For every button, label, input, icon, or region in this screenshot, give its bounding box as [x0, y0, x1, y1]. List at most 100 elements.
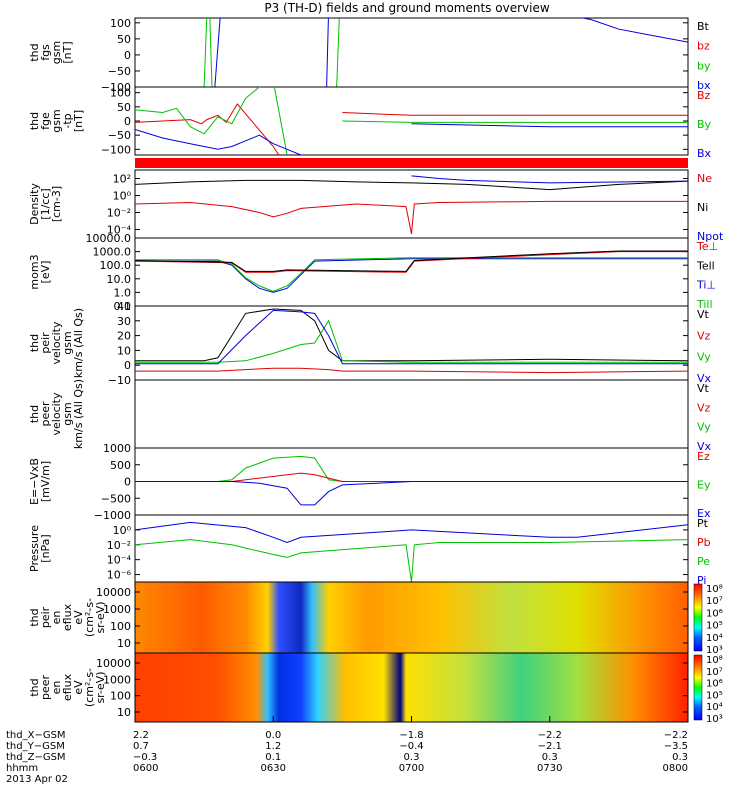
y-tick-label: −10: [108, 374, 131, 387]
x-row-label: thd_Z−GSM: [6, 752, 66, 763]
panel-9: 10⁸10⁷10⁶10⁵10⁴10³10000100010010thdpeire…: [28, 581, 723, 656]
x-tick-label: 0.0: [265, 730, 281, 741]
y-tick-label: 10⁰: [113, 190, 132, 203]
x-tick-label: −1.8: [399, 730, 423, 741]
panel-frame: [134, 169, 689, 239]
legend-entry: Ti⊥: [696, 279, 716, 292]
y-axis-label-line: thd: [28, 43, 41, 61]
y-tick-label: 10.0: [107, 273, 132, 286]
y-tick-label: −50: [108, 129, 131, 142]
series-Ex: [135, 481, 688, 506]
series-Pi: [135, 521, 688, 544]
red-band: [135, 158, 688, 168]
colorbar-tick: 10⁷: [706, 596, 723, 607]
y-tick-label: 100: [110, 17, 131, 30]
y-tick-label: 10⁻⁴: [107, 554, 132, 567]
y-tick-label: 10⁻²: [107, 539, 131, 552]
y-axis-label-line: [nT]: [61, 41, 74, 63]
colorbar-tick: 10⁴: [706, 702, 723, 713]
legend-entry: Npot: [697, 230, 724, 243]
x-tick-label: 0800: [663, 763, 688, 774]
y-axis-label: E=−VxB[mV/m]: [28, 458, 52, 505]
y-tick-label: 0.1: [114, 300, 132, 313]
y-axis-label-line: en: [50, 611, 63, 625]
colorbar-tick: 10⁸: [706, 584, 723, 595]
legend-entry: Pi: [697, 574, 706, 587]
y-axis-label-line: gsm: [61, 331, 74, 354]
legend-entry: Vy: [697, 351, 711, 364]
y-tick-label: 10000: [96, 586, 131, 599]
x-tick-label: 2.2: [133, 730, 149, 741]
legend-entry: by: [697, 59, 711, 72]
colorbar-tick: 10⁶: [706, 679, 723, 690]
x-tick-label: 0.3: [672, 752, 688, 763]
y-tick-label: 10: [117, 706, 131, 719]
y-axis-label-line: peir: [39, 332, 52, 354]
y-axis-label-line: mom3: [28, 254, 41, 289]
colorbar: [693, 654, 703, 721]
x-tick-label: 0.1: [265, 752, 281, 763]
x-axis: thd_X−GSM 2.2 0.0 −1.8 −2.2 −2.2 thd_Y−GSM 0.7 1…: [6, 716, 689, 785]
y-axis-label-line: thd: [28, 112, 41, 130]
y-tick-label: 10⁻⁴: [107, 224, 132, 237]
series-bx: [214, 18, 688, 87]
y-tick-label: 10000: [96, 657, 131, 670]
y-tick-label: −50: [108, 65, 131, 78]
series-group: [135, 521, 688, 582]
x-tick-label: 0.7: [133, 741, 149, 752]
panel-frame: [134, 86, 689, 156]
y-axis-label-line: peir: [39, 606, 52, 628]
y-tick-label: 100: [110, 620, 131, 633]
series-Bx: [135, 123, 688, 155]
y-tick-label: 1000: [103, 603, 131, 616]
y-axis-label-line: thd: [28, 678, 41, 696]
y-tick-label: 100: [110, 690, 131, 703]
x-row-label: hhmm: [6, 763, 38, 774]
y-axis-label-line: thd: [28, 334, 41, 352]
legend-entry: Ey: [697, 479, 711, 492]
y-tick-label: 10: [117, 637, 131, 650]
panel-frame: [134, 305, 689, 381]
x-tick-label: 0.3: [542, 752, 558, 763]
y-tick-label: −100: [101, 143, 131, 156]
y-tick-label: −100: [101, 81, 131, 94]
legend-entry: bz: [697, 40, 710, 53]
colorbar-tick: 10³: [706, 645, 723, 656]
series-Vx: [135, 309, 688, 365]
y-tick-label: 40: [117, 300, 131, 313]
y-axis-label: thdfgegsm-tp[nT]: [28, 109, 85, 132]
y-axis-label-line: [1/cc]: [39, 188, 52, 219]
legend-entry: Vz: [697, 329, 711, 342]
y-tick-label: 10⁻⁶: [107, 569, 132, 582]
series-Ne: [135, 200, 688, 234]
y-axis-label-line: Density: [28, 183, 41, 225]
y-tick-label: 50: [117, 33, 131, 46]
x-date: 2013 Apr 02: [6, 774, 68, 785]
x-tick-label: 0630: [261, 763, 286, 774]
y-axis-label-line: en: [50, 681, 63, 695]
y-axis-label-line: E=−VxB: [28, 458, 41, 505]
colorbar-tick: 10⁷: [706, 667, 723, 678]
series-Bz: [135, 103, 688, 155]
y-axis-label-line: thd: [28, 608, 41, 626]
y-axis-label-line: velocity: [50, 392, 63, 435]
series-Vy: [135, 319, 688, 363]
y-axis-label-line: thd: [28, 405, 41, 423]
y-tick-label: 0: [124, 49, 131, 62]
y-tick-label: −500: [101, 492, 131, 505]
y-tick-label: 0: [124, 476, 131, 489]
series-Vz: [135, 367, 688, 374]
y-tick-label: 10⁰: [113, 524, 132, 537]
legend-entry: Vz: [697, 401, 711, 414]
legend-entry: Vx: [697, 372, 712, 385]
x-tick-label: 0730: [537, 763, 562, 774]
panel-7: 1000 500 0 −500 −1000 E=−VxB[mV/m] Ez Ey Ex: [28, 442, 711, 522]
legend-entry: Pe: [697, 555, 710, 568]
panel-8: 10⁰ 10⁻² 10⁻⁴ 10⁻⁶ Pressure[nPa] Pt Pb Pe Pi: [28, 514, 711, 587]
series-by: [203, 18, 340, 87]
series-group: [135, 175, 688, 234]
y-tick-label: 20: [117, 330, 131, 343]
